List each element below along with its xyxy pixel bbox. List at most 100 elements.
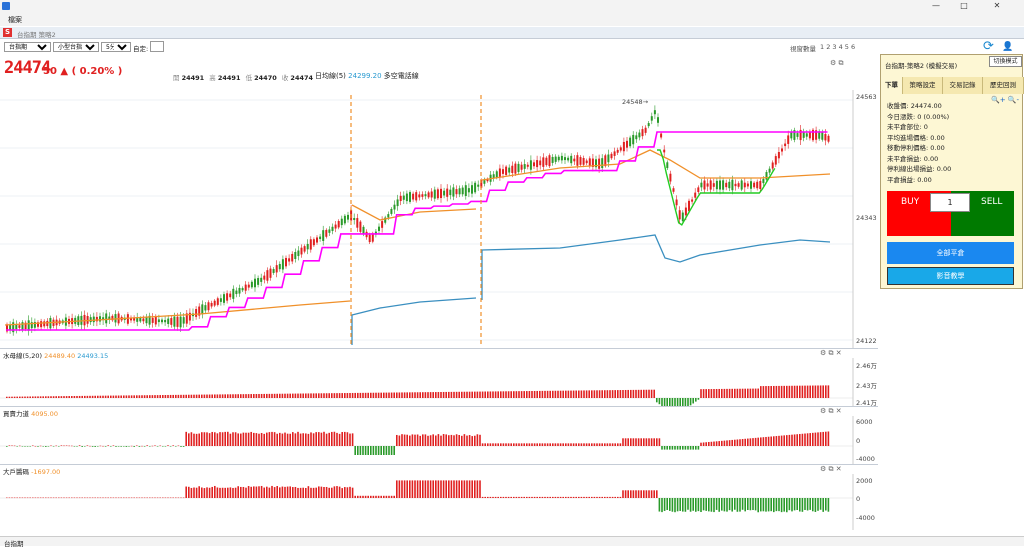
ind1-controls[interactable]: ⚙ ⧉ ✕ — [820, 349, 842, 357]
histogram-bar — [169, 497, 172, 499]
candle-body — [353, 217, 356, 221]
histogram-bar — [180, 394, 182, 398]
histogram-bar — [786, 498, 788, 513]
histogram-bar — [762, 386, 765, 398]
histogram-bar — [754, 388, 757, 398]
histogram-bar — [133, 395, 135, 398]
candle-body — [170, 318, 173, 325]
histogram-bar — [593, 496, 596, 498]
histogram-bar — [692, 498, 694, 511]
histogram-bar — [676, 498, 679, 512]
switch-mode-button[interactable]: 切換模式 — [989, 56, 1022, 67]
candle-body — [455, 189, 458, 195]
period-select[interactable]: 5分K — [101, 42, 131, 52]
candle-body — [697, 187, 700, 193]
histogram-bar — [669, 446, 671, 450]
candle-body — [396, 199, 399, 207]
ind2-controls[interactable]: ⚙ ⧉ ✕ — [820, 407, 842, 415]
histogram-bar — [627, 490, 629, 498]
histogram-bar — [760, 386, 762, 398]
window-count-options[interactable]: 1 2 3 4 5 6 — [820, 43, 856, 51]
histogram-bar — [695, 398, 697, 402]
histogram-bar — [214, 432, 216, 446]
histogram-bar — [474, 435, 476, 446]
histogram-bar — [315, 487, 317, 498]
histogram-bar — [528, 391, 531, 398]
tab-strategy[interactable]: 策略設定 — [903, 77, 943, 94]
histogram-bar — [676, 446, 679, 450]
histogram-bar — [767, 386, 770, 398]
contract-select[interactable]: 小型台指期 — [53, 42, 99, 52]
histogram-bar — [536, 390, 538, 398]
product-select[interactable]: 台指期 — [4, 42, 51, 52]
tab-order[interactable]: 下單 — [881, 77, 903, 94]
close-button[interactable]: ✕ — [993, 1, 1001, 10]
close-all-button[interactable]: 全部平倉 — [887, 242, 1014, 264]
user-list-icon[interactable]: 👤 — [1002, 42, 1014, 52]
histogram-bar — [640, 438, 642, 446]
histogram-bar — [632, 438, 635, 446]
histogram-bar — [650, 438, 653, 446]
histogram-bar — [765, 498, 767, 512]
histogram-bar — [598, 443, 601, 446]
histogram-bar — [653, 389, 655, 398]
histogram-bar — [661, 498, 663, 513]
histogram-bar — [375, 446, 377, 455]
candle-body — [294, 251, 297, 260]
histogram-bar — [796, 385, 798, 398]
histogram-bar — [97, 446, 99, 447]
ind3-controls[interactable]: ⚙ ⧉ ✕ — [820, 465, 842, 473]
video-tutorial-button[interactable]: 影音教學 — [887, 267, 1014, 285]
histogram-bar — [284, 432, 286, 446]
tab-records[interactable]: 交易記錄 — [943, 77, 983, 94]
histogram-bar — [203, 488, 206, 498]
tab-backtest[interactable]: 歷史回測 — [983, 77, 1024, 94]
histogram-bar — [757, 498, 759, 513]
minimize-button[interactable]: — — [932, 1, 940, 10]
ind2-tick-2: 0 — [856, 437, 861, 445]
histogram-bar — [245, 394, 247, 398]
histogram-bar — [32, 445, 34, 447]
candle-body — [409, 192, 411, 202]
histogram-bar — [320, 393, 323, 398]
histogram-bar — [320, 486, 323, 498]
histogram-bar — [435, 480, 437, 498]
histogram-bar — [591, 390, 593, 398]
histogram-bar — [336, 393, 338, 398]
menu-file[interactable]: 檔案 — [8, 16, 22, 24]
candle-body — [33, 321, 36, 328]
histogram-bar — [505, 496, 507, 498]
candle-body — [322, 230, 325, 241]
histogram-bar — [723, 498, 726, 512]
histogram-bar — [448, 480, 450, 498]
histogram-bar — [167, 497, 169, 499]
histogram-bar — [749, 498, 752, 511]
maximize-button[interactable]: □ — [960, 1, 968, 10]
histogram-bar — [299, 433, 302, 446]
candle-body — [229, 293, 232, 298]
histogram-bar — [185, 486, 187, 498]
histogram-bar — [294, 486, 297, 498]
candle-body — [610, 153, 613, 159]
quantity-input[interactable]: 1 — [930, 193, 970, 212]
chart-settings-icon[interactable]: ⚙ ⧉ — [830, 59, 844, 67]
histogram-bar — [474, 480, 476, 498]
histogram-bar — [507, 391, 510, 398]
candle-body — [303, 246, 306, 252]
indicator-1-chart[interactable] — [0, 358, 878, 406]
custom-input[interactable] — [150, 41, 164, 52]
candle-body — [591, 158, 594, 167]
indicator-2-chart[interactable] — [0, 416, 878, 464]
histogram-bar — [702, 389, 705, 398]
histogram-bar — [429, 480, 432, 498]
candle-body — [430, 191, 433, 198]
histogram-bar — [188, 486, 190, 498]
histogram-bar — [370, 495, 372, 498]
refresh-icon[interactable]: ⟳ — [983, 39, 994, 54]
indicator-3-chart[interactable] — [0, 474, 878, 530]
main-price-chart[interactable] — [0, 90, 878, 348]
histogram-bar — [333, 393, 336, 398]
histogram-bar — [520, 496, 523, 498]
zoom-icons[interactable]: 🔍+ 🔍- — [991, 96, 1020, 104]
histogram-bar — [281, 393, 284, 398]
